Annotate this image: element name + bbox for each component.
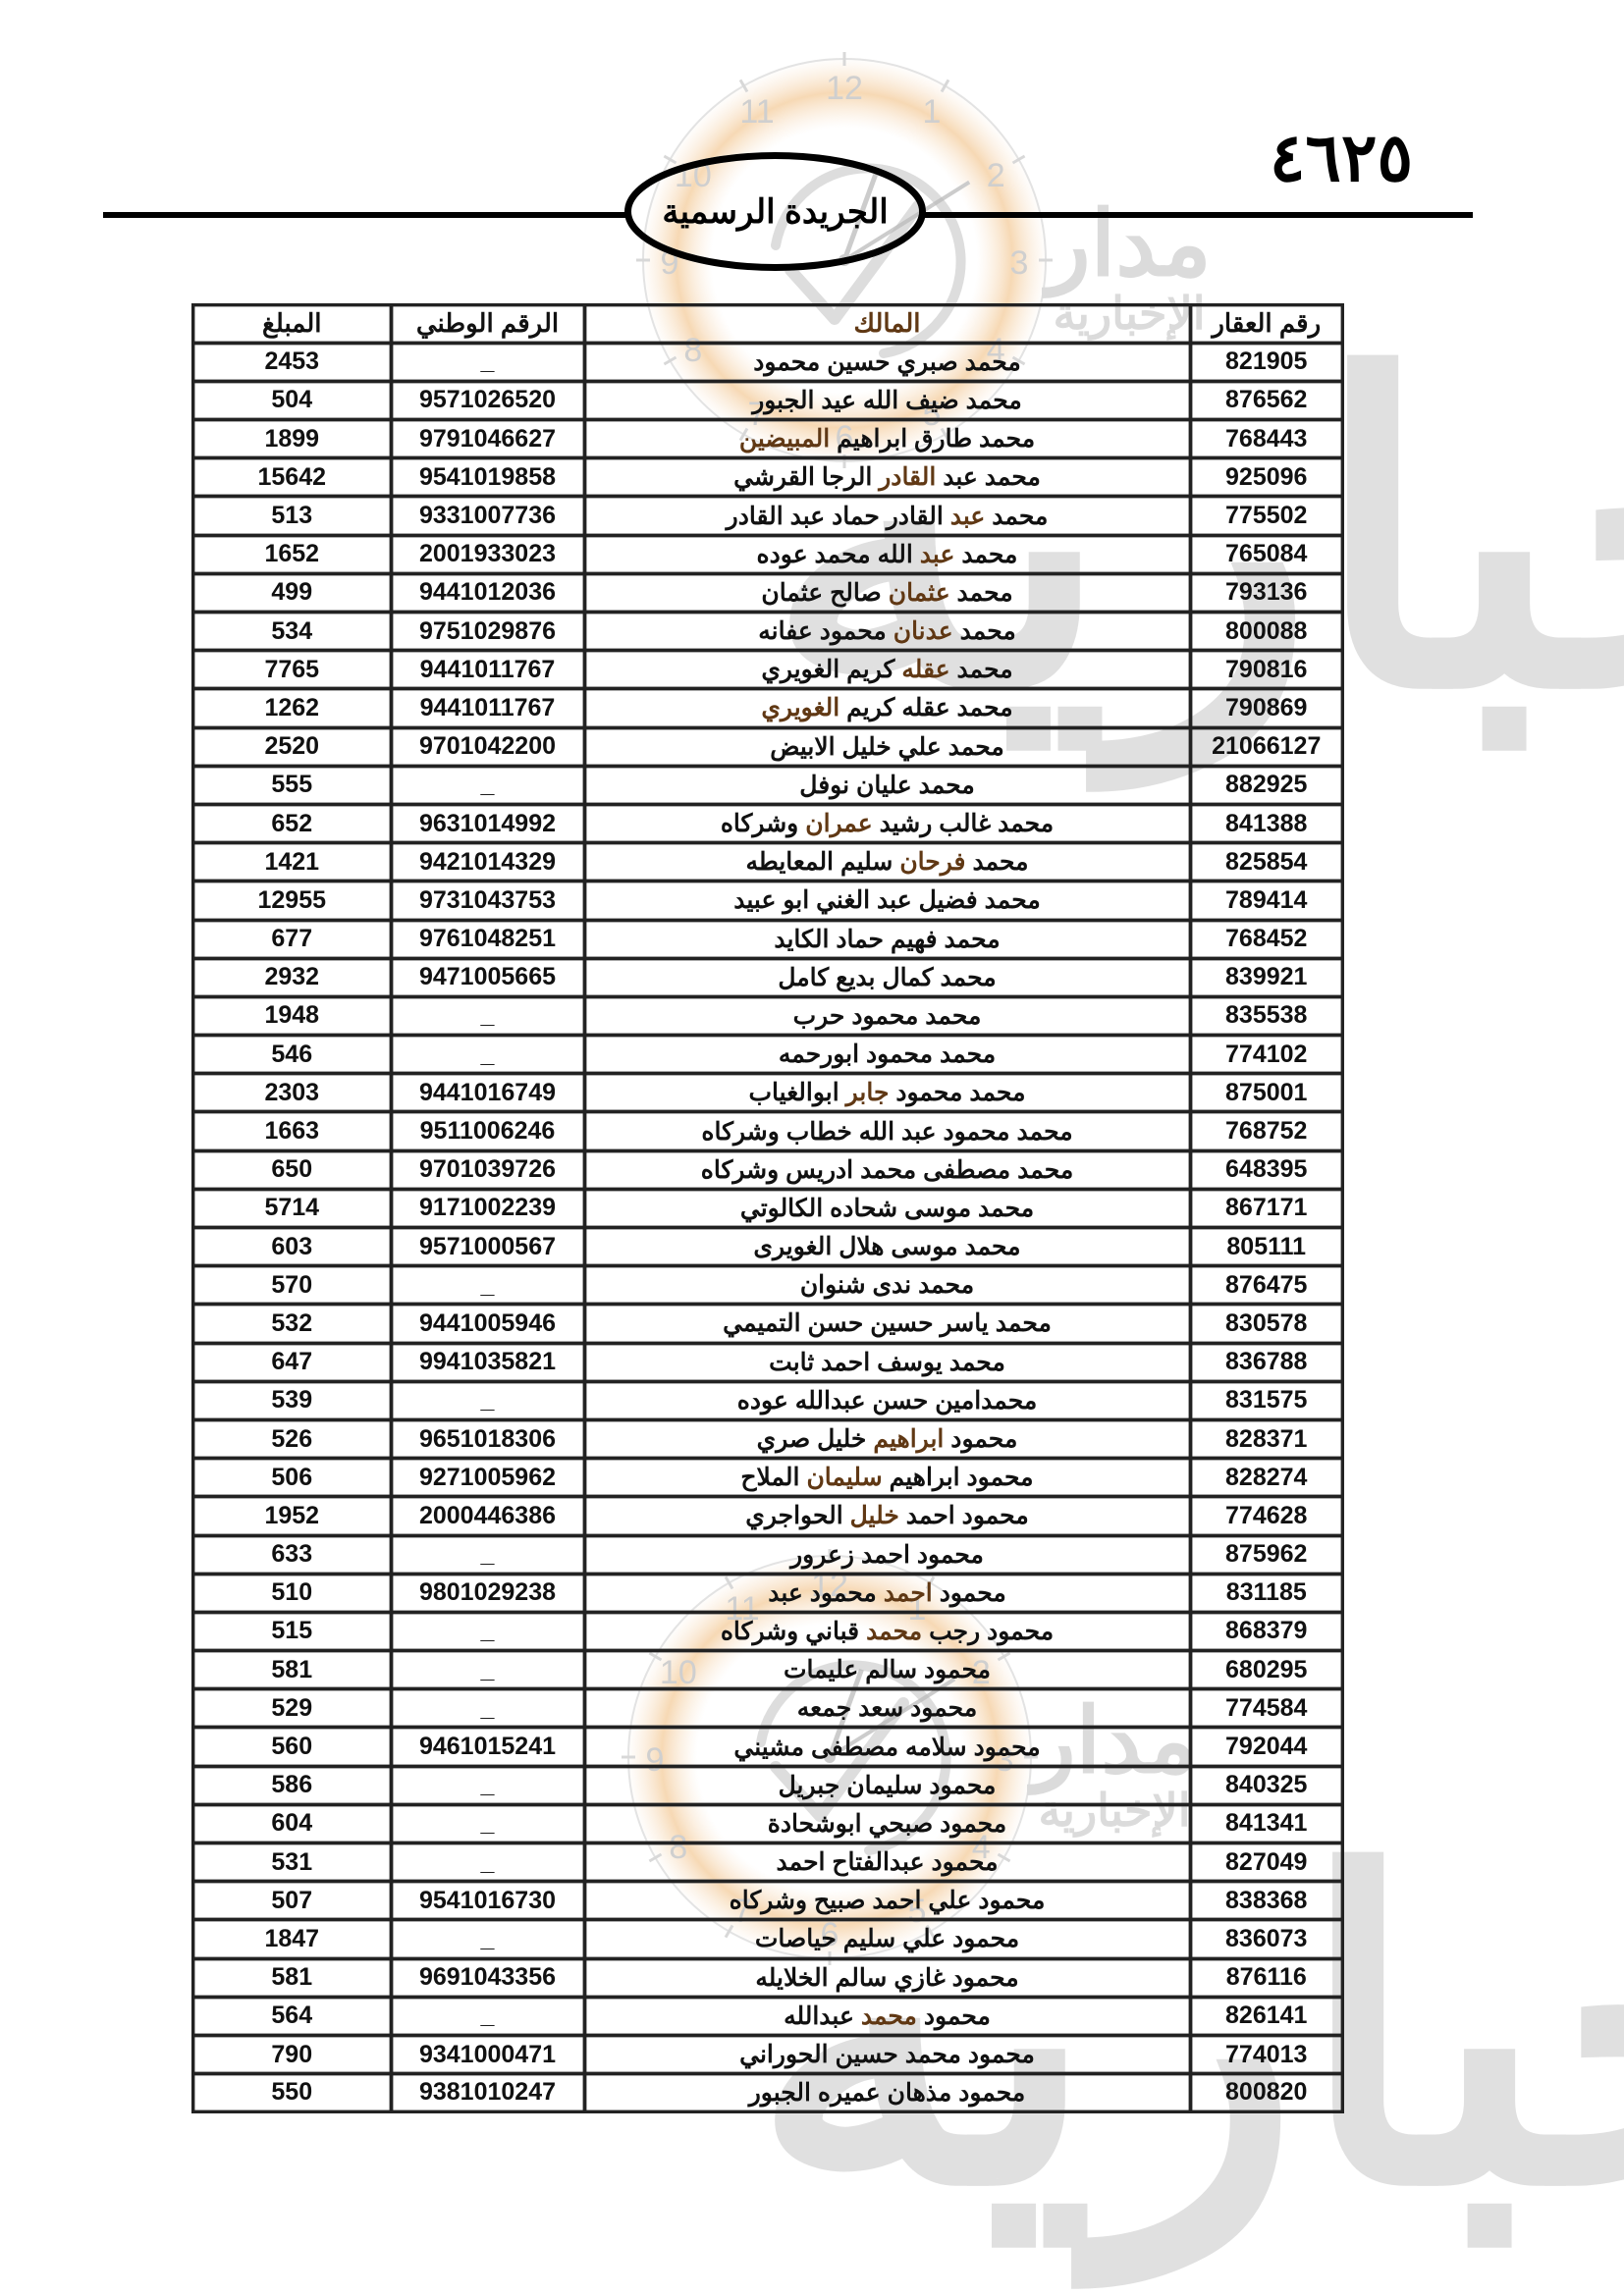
svg-text:مدار: مدار (1041, 194, 1212, 298)
svg-text:11: 11 (739, 93, 774, 131)
svg-text:3: 3 (1010, 244, 1029, 282)
svg-text:1: 1 (923, 93, 942, 131)
svg-text:12: 12 (826, 70, 863, 107)
svg-text:2: 2 (987, 157, 1005, 194)
